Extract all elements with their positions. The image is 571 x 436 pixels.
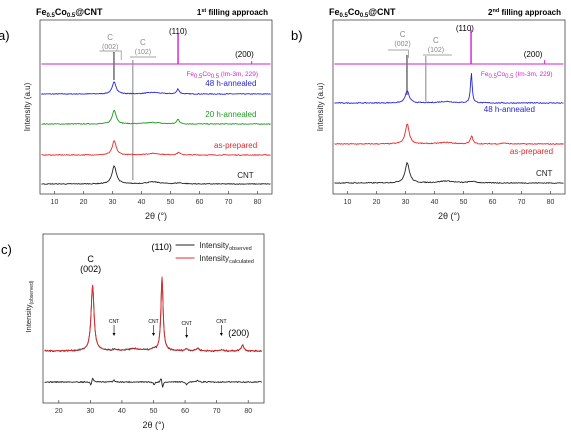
- legend-entry: Intensitycalculated: [199, 254, 254, 265]
- x-axis-label: 2θ (°): [438, 211, 460, 221]
- cnt-marker-arrowhead: [219, 333, 223, 336]
- peak-hkl-110: (110): [169, 27, 187, 36]
- panel-b: 10 20 30 40 50 60 70 80 2θ (°) b) Intensity (a.u) C…: [291, 19, 566, 221]
- series-line-1: [41, 109, 271, 125]
- panel-a: 10 20 30 40 50 60 70 80 2θ (°) a) Intensity (a.u) C…: [0, 19, 273, 221]
- peak-marker-c002: [113, 52, 115, 80]
- x-tick-label: 40: [431, 199, 439, 206]
- series-line-observed: [44, 276, 263, 353]
- x-tick-label: 40: [138, 199, 146, 206]
- panel-c: 20 30 40 50 60 70 80 2θ (°) c) Intensity(observed…: [1, 233, 265, 430]
- y-axis-label: Intensity (a.u): [23, 82, 32, 131]
- y-axis-label: Intensity (a.u): [316, 82, 325, 131]
- x-tick-label: 80: [547, 199, 555, 206]
- chart-title: Fe0.5Co0.5@CNT: [36, 7, 103, 19]
- legend-entry: Intensityobserved: [199, 241, 251, 252]
- series-label-cnt: CNT: [536, 169, 553, 178]
- peak-marker-c102: [132, 60, 134, 180]
- peak-name-c: C: [87, 254, 94, 264]
- series-label-48h: 48 h-annealed: [484, 105, 535, 114]
- series-line-3: [41, 165, 271, 185]
- cnt-marker-label: CNT: [216, 319, 226, 325]
- peak-marker-c102: [425, 56, 427, 101]
- x-tick-label: 70: [518, 199, 526, 206]
- x-tick-label: 10: [344, 199, 352, 206]
- panel-label: b): [291, 28, 303, 43]
- y-axis-label: Intensity(observed): [24, 280, 35, 332]
- series-line-2: [334, 161, 564, 184]
- plot-frame: [332, 19, 566, 195]
- peak-name-c: C: [433, 36, 439, 45]
- peak-hkl-110: (110): [152, 242, 172, 252]
- x-tick-label: 50: [167, 199, 175, 206]
- cnt-marker-arrowhead: [185, 335, 189, 338]
- x-axis-label: 2θ (°): [142, 420, 164, 430]
- x-tick-label: 50: [460, 199, 468, 206]
- chart-subtitle: 2nd filling approach: [488, 8, 561, 17]
- peak-name-c: C: [107, 33, 113, 42]
- x-tick-label: 30: [86, 408, 94, 415]
- peak-name-c: C: [140, 38, 146, 47]
- cnt-marker-label: CNT: [182, 321, 192, 327]
- peak-hkl-110: (110): [456, 24, 474, 33]
- peak-marker-c002: [406, 55, 408, 95]
- peak-hkl-002: (002): [80, 264, 101, 274]
- series-label-as-prepared: as-prepared: [214, 141, 257, 150]
- x-tick-label: 20: [55, 408, 63, 415]
- peak-hkl-200: (200): [228, 328, 249, 338]
- peak-bracket-002: [388, 49, 409, 58]
- series-line-difference: [44, 377, 262, 388]
- series-label-as-prepared: as-prepared: [510, 147, 553, 156]
- peak-hkl-002: (002): [102, 44, 118, 51]
- peak-hkl-200: (200): [235, 50, 254, 59]
- series-label-cnt: CNT: [237, 171, 254, 180]
- chart-subtitle: 1st filling approach: [197, 8, 268, 17]
- peak-hkl-200: (200): [524, 50, 543, 59]
- x-tick-label: 80: [254, 199, 262, 206]
- x-tick-label: 60: [181, 408, 189, 415]
- x-tick-label: 10: [51, 199, 59, 206]
- x-tick-label: 40: [118, 408, 126, 415]
- x-tick-label: 30: [402, 199, 410, 206]
- peak-bracket-002: [99, 50, 122, 60]
- cnt-marker-label: CNT: [109, 319, 119, 325]
- x-tick-label: 60: [196, 199, 204, 206]
- reference-label: Fe0.5Co0.5 (Im-3m, 229): [186, 71, 258, 80]
- panel-label: c): [1, 242, 12, 257]
- cnt-marker-label: CNT: [148, 319, 158, 325]
- cnt-marker-arrowhead: [112, 333, 116, 336]
- series-line-0: [334, 73, 564, 105]
- reference-label: Fe0.5Co0.5 (Im-3m, 229): [481, 71, 553, 80]
- series-label-20h: 20 h-annealed: [205, 110, 256, 119]
- series-label-48h: 48 h-annealed: [205, 79, 256, 88]
- series-line-0: [41, 81, 271, 95]
- x-tick-label: 20: [80, 199, 88, 206]
- series-line-2: [41, 140, 271, 157]
- peak-hkl-002: (002): [394, 41, 410, 48]
- peak-name-c: C: [400, 30, 406, 39]
- x-tick-label: 70: [225, 199, 233, 206]
- x-tick-label: 60: [489, 199, 497, 206]
- x-tick-label: 50: [150, 408, 158, 415]
- x-tick-label: 20: [373, 199, 381, 206]
- series-line-calculated: [44, 276, 262, 352]
- panel-label: a): [0, 28, 10, 43]
- series-line-1: [334, 123, 564, 146]
- x-tick-label: 30: [109, 199, 117, 206]
- x-axis-label: 2θ (°): [145, 211, 167, 221]
- peak-hkl-102: (102): [135, 49, 151, 56]
- peak-hkl-102: (102): [428, 47, 444, 54]
- x-tick-label: 70: [213, 408, 221, 415]
- chart-title: Fe0.5Co0.5@CNT: [329, 7, 396, 19]
- plot-frame: [39, 19, 273, 195]
- cnt-marker-arrowhead: [152, 333, 155, 336]
- x-tick-label: 80: [244, 408, 252, 415]
